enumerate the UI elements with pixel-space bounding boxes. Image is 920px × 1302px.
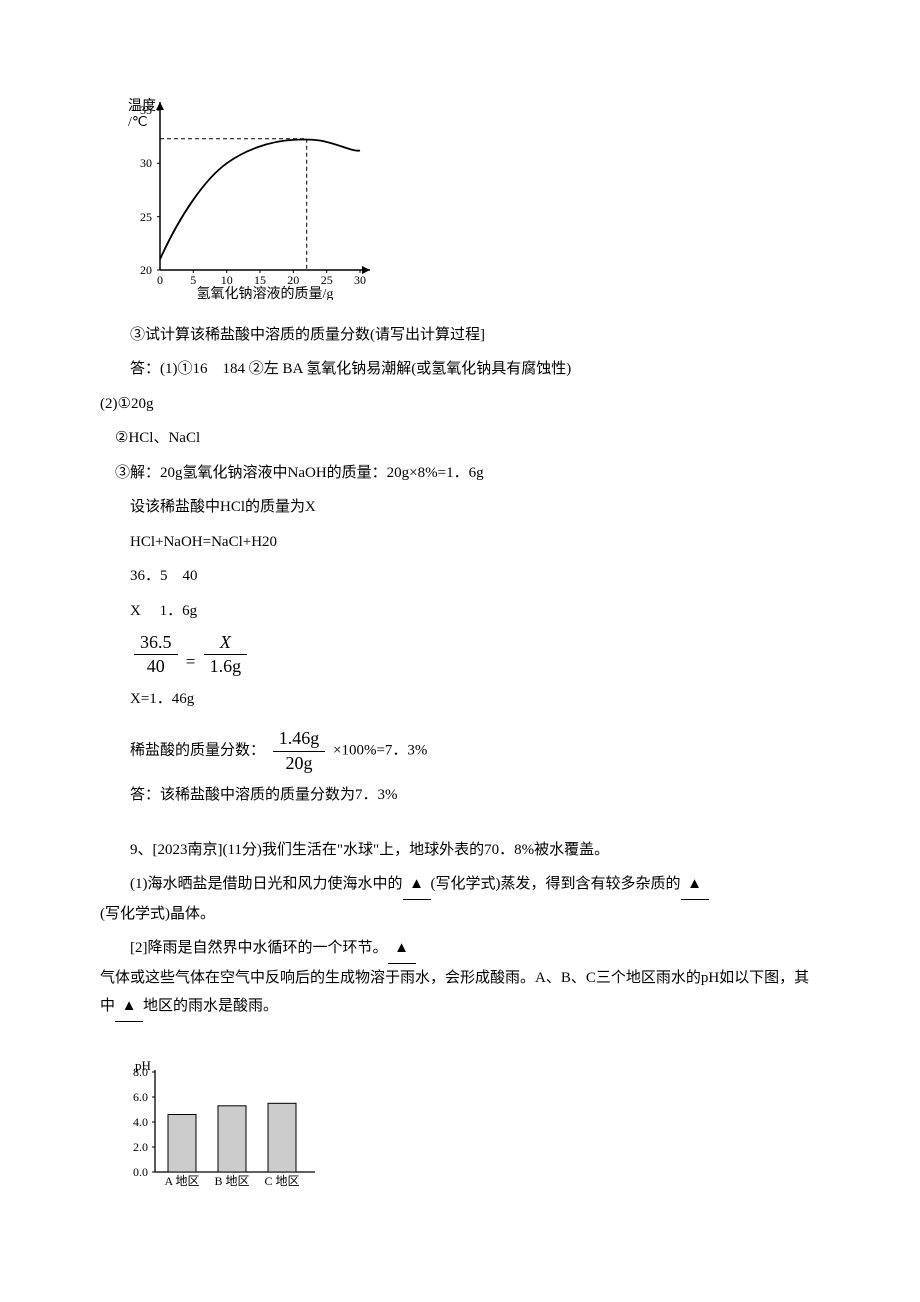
svg-text:0: 0 — [157, 273, 163, 287]
frac-left-num: 36.5 — [134, 631, 178, 655]
blank-4: ▲ — [115, 992, 143, 1022]
mass-fraction-prefix: 稀盐酸的质量分数： — [130, 743, 265, 759]
answer-2-3: ③解：20g氢氧化钠溶液中NaOH的质量：20g×8%=1．6g — [115, 459, 820, 488]
svg-text:25: 25 — [321, 273, 333, 287]
frac-right-den: 1.6g — [204, 655, 248, 678]
chart1-xlabel: 氢氧化钠溶液的质量/g — [197, 286, 334, 300]
chart2-cat-a: A 地区 — [164, 1174, 199, 1188]
problem-9-heading: 9、[2023南京](11分)我们生活在"水球"上，地球外表的70．8%被水覆盖… — [100, 836, 820, 865]
chart2-xticks: A 地区 B 地区 C 地区 — [164, 1174, 299, 1188]
svg-text:25: 25 — [140, 210, 152, 224]
blank-3: ▲ — [388, 934, 416, 964]
mass-fraction-answer: 答：该稀盐酸中溶质的质量分数为7．3% — [130, 781, 820, 810]
p9-1c: (写化学式)晶体。 — [100, 906, 215, 922]
answer-hcl-assume: 设该稀盐酸中HCl的质量为X — [130, 493, 820, 522]
p9-2c: 地区的雨水是酸雨。 — [143, 998, 278, 1014]
svg-text:2.0: 2.0 — [133, 1140, 148, 1154]
svg-text:30: 30 — [354, 273, 366, 287]
chart1-ylabel-1: 温度 — [128, 98, 156, 114]
svg-text:15: 15 — [254, 273, 266, 287]
chart2-cat-b: B 地区 — [214, 1174, 249, 1188]
svg-text:10: 10 — [221, 273, 233, 287]
p9-2a: [2]降雨是自然界中水循环的一个环节。 — [130, 940, 388, 956]
stoich-row-1: 36．5 40 — [130, 562, 820, 591]
mass-fraction-line: 稀盐酸的质量分数： 1.46g 20g ×100%=7．3% — [130, 727, 820, 775]
mass-fraction-suffix: ×100%=7．3% — [333, 743, 427, 759]
equals-sign: = — [186, 652, 196, 671]
x-result: X=1．46g — [130, 685, 820, 714]
svg-text:6.0: 6.0 — [133, 1090, 148, 1104]
p9-1a: (1)海水晒盐是借助日光和风力使海水中的 — [130, 876, 403, 892]
temperature-chart: 20 25 30 35 0 5 10 15 20 25 30 温度 /℃ 氢氧化… — [110, 90, 820, 311]
chart1-curve — [160, 139, 360, 259]
blank-1: ▲ — [403, 870, 431, 900]
proportion-eqn: 36.5 40 = X 1.6g — [130, 631, 820, 679]
p9-1b: (写化学式)蒸发，得到含有较多杂质的 — [431, 876, 681, 892]
stoich-row-2: X 1．6g — [130, 597, 820, 626]
chart2-bars — [168, 1103, 296, 1172]
svg-text:5: 5 — [190, 273, 196, 287]
svg-text:0.0: 0.0 — [133, 1165, 148, 1179]
answer-line-1: 答：(1)①16 184 ②左 BA 氢氧化钠易潮解(或氢氧化钠具有腐蚀性) — [100, 355, 820, 384]
ph-bar-chart: pH 0.0 2.0 4.0 6.0 8.0 A 地区 B 地区 C 地区 — [110, 1052, 820, 1203]
question-3: ③试计算该稀盐酸中溶质的质量分数(请写出计算过程] — [100, 321, 820, 350]
answer-2-1: (2)①20g — [100, 390, 820, 419]
mf-den: 20g — [273, 752, 326, 775]
svg-text:20: 20 — [287, 273, 299, 287]
problem-9-p1: (1)海水晒盐是借助日光和风力使海水中的▲(写化学式)蒸发，得到含有较多杂质的▲… — [100, 870, 820, 928]
blank-2: ▲ — [681, 870, 709, 900]
chart1-axes — [156, 102, 370, 274]
answer-2-2: ②HCl、NaCl — [115, 424, 820, 453]
chart1-ylabel-2: /℃ — [128, 115, 148, 130]
chart1-xticks: 0 5 10 15 20 25 30 — [157, 270, 366, 287]
frac-left-den: 40 — [134, 655, 178, 678]
svg-text:20: 20 — [140, 263, 152, 277]
svg-text:4.0: 4.0 — [133, 1115, 148, 1129]
chart2-yticks: 0.0 2.0 4.0 6.0 8.0 — [133, 1065, 155, 1179]
reaction-eqn: HCl+NaOH=NaCl+H20 — [130, 528, 820, 557]
mf-num: 1.46g — [273, 727, 326, 751]
chart2-cat-c: C 地区 — [264, 1174, 299, 1188]
svg-text:30: 30 — [140, 156, 152, 170]
problem-9-p2: [2]降雨是自然界中水循环的一个环节。▲气体或这些气体在空气中反响后的生成物溶于… — [100, 934, 820, 1022]
frac-right-num: X — [204, 631, 248, 655]
svg-text:8.0: 8.0 — [133, 1065, 148, 1079]
